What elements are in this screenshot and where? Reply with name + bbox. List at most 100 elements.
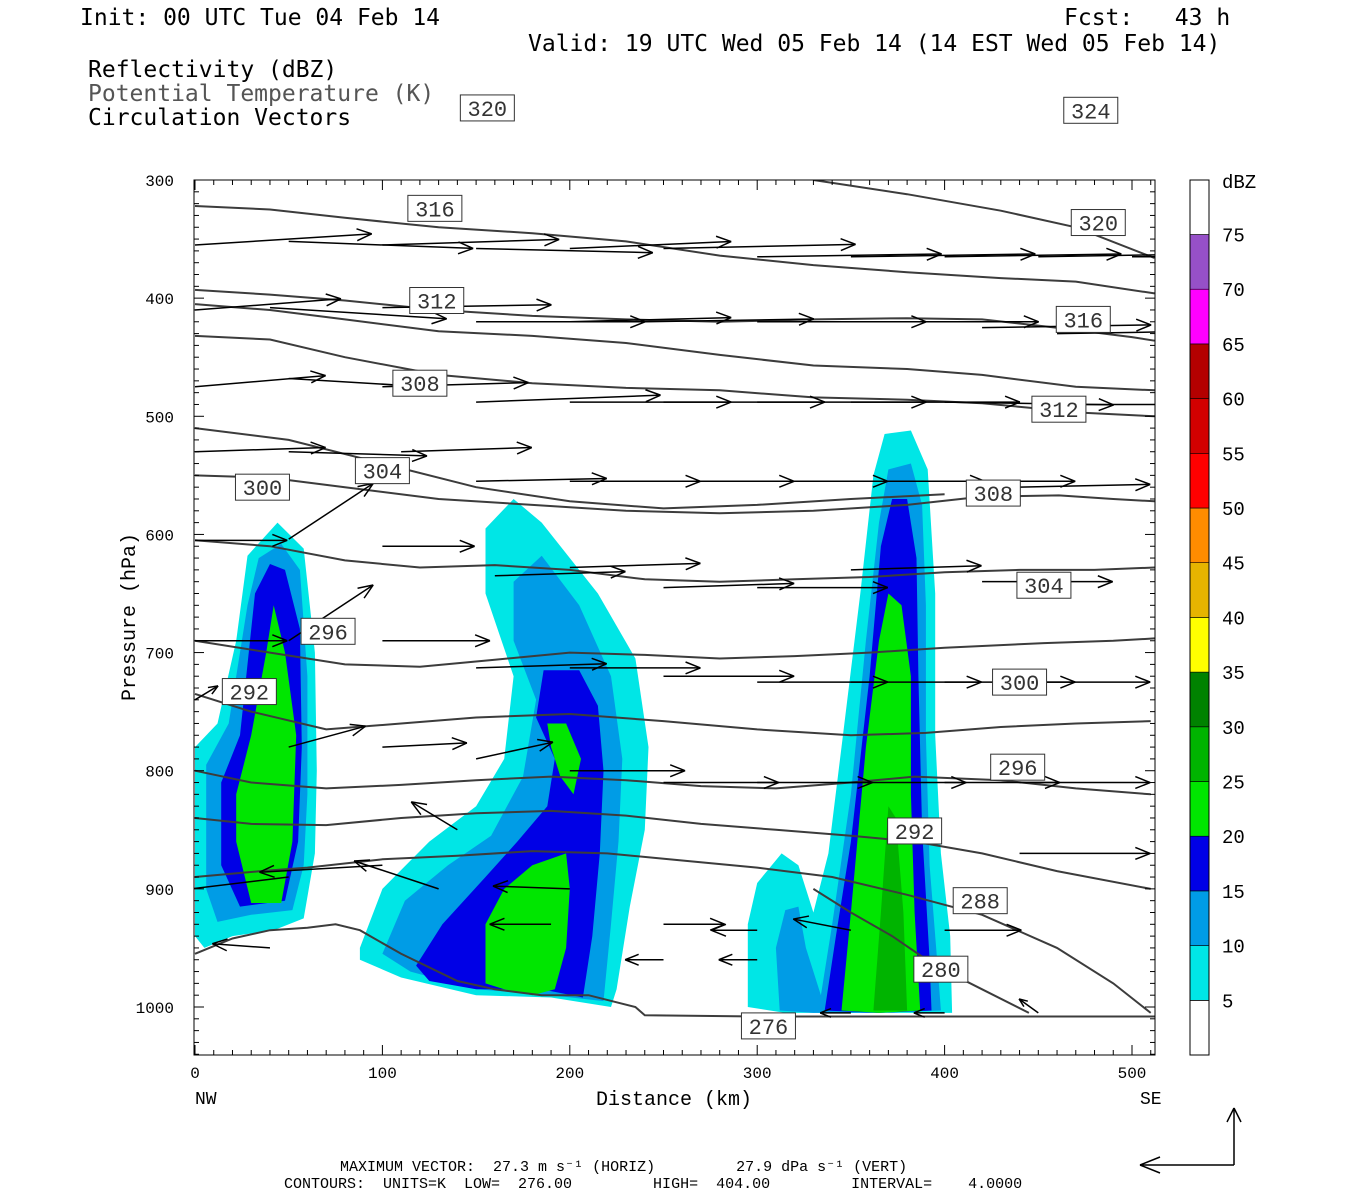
x-tick-label-100: 100: [368, 1065, 397, 1083]
circulation-vector-79: [212, 938, 271, 952]
theta-contour-300-5: [194, 692, 1151, 737]
max-vector-note: MAXIMUM VECTOR: 27.3 m s⁻¹ (HORIZ) 27.9 …: [340, 1159, 908, 1176]
contour-label-304-16: 304: [354, 457, 410, 486]
colorbar-label-65: 65: [1222, 335, 1245, 357]
colorbar-segment-50: [1189, 452, 1210, 509]
svg-text:320: 320: [1078, 213, 1118, 238]
contour-label-312-8: 312: [1031, 395, 1087, 424]
svg-text:316: 316: [415, 198, 455, 223]
colorbar-label-5: 5: [1222, 991, 1233, 1013]
colorbar-segment-35: [1189, 617, 1210, 673]
circulation-vector-62: [382, 737, 468, 751]
circulation-vector-0: [194, 228, 373, 246]
y-tick-label-700: 700: [145, 646, 174, 664]
circulation-vector-81: [489, 917, 552, 931]
reflectivity-cell-1-20dbz: [236, 605, 297, 903]
svg-text:292: 292: [230, 682, 270, 707]
contour-label-280-1: 280: [913, 955, 969, 984]
circulation-vector-84: [819, 1007, 851, 1018]
colorbar-label-10: 10: [1222, 937, 1245, 959]
circulation-vector-48: [850, 559, 982, 573]
contour-label-320-10: 320: [1070, 209, 1126, 238]
circulation-vector-3: [476, 245, 654, 259]
contour-label-296-18: 296: [300, 617, 356, 646]
theta-contour-308-7: [194, 539, 1155, 583]
reflectivity-cell-3-25dbz: [873, 806, 908, 1011]
circulation-vector-82: [624, 953, 664, 966]
x-end-label-se: SE: [1140, 1090, 1162, 1110]
contour-label-320-12: 320: [459, 94, 515, 123]
y-axis-label: Pressure (hPa): [119, 533, 142, 701]
circulation-vector-73: [492, 879, 570, 894]
y-tick-label-500: 500: [145, 409, 174, 427]
svg-text:296: 296: [308, 621, 348, 646]
colorbar-segment-55: [1189, 398, 1210, 454]
circulation-vector-61: [288, 723, 366, 748]
circulation-vector-14: [476, 315, 646, 329]
circulation-vector-77: [944, 923, 1022, 937]
colorbar-segment-45: [1189, 507, 1210, 564]
circulation-vector-70: [194, 876, 289, 890]
x-tick-label-300: 300: [743, 1065, 772, 1083]
colorbar-segment-70: [1189, 234, 1210, 290]
circulation-vector-71: [259, 864, 383, 878]
colorbar-segment-40: [1189, 562, 1210, 618]
contour-label-276-0: 276: [740, 1012, 796, 1041]
field-potential-temperature: Potential Temperature (K): [88, 81, 435, 107]
circulation-vector-72: [410, 801, 458, 831]
circulation-vector-47: [757, 580, 889, 595]
circulation-vector-33: [401, 441, 533, 455]
circulation-vector-75: [710, 923, 758, 937]
reference-vector-icon: [1139, 1107, 1242, 1174]
field-circulation-vectors: Circulation Vectors: [88, 105, 352, 131]
theta-contour-324-13: [813, 180, 1155, 259]
circulation-vector-42: [288, 482, 374, 540]
circulation-vector-43: [382, 539, 475, 553]
circulation-vector-24: [476, 389, 661, 403]
svg-text:276: 276: [749, 1016, 789, 1041]
svg-text:304: 304: [363, 461, 403, 486]
svg-text:292: 292: [895, 821, 935, 846]
colorbar-label-30: 30: [1222, 718, 1245, 740]
circulation-vector-69: [1019, 775, 1151, 790]
x-axis-label: Distance (km): [596, 1089, 752, 1112]
circulation-vector-13: [382, 298, 552, 312]
circulation-vector-54: [569, 661, 701, 675]
colorbar-segment-30: [1189, 671, 1210, 728]
contour-info-note: CONTOURS: UNITS=K LOW= 276.00 HIGH= 404.…: [284, 1176, 1023, 1193]
circulation-vector-37: [757, 474, 889, 488]
colorbar-label-75: 75: [1222, 226, 1245, 248]
circulation-vector-45: [569, 557, 701, 571]
circulation-vector-46: [663, 577, 795, 591]
contour-label-292-19: 292: [221, 678, 277, 707]
svg-text:312: 312: [1039, 399, 1079, 424]
circulation-vector-40: [1019, 478, 1151, 492]
colorbar-label-40: 40: [1222, 608, 1245, 630]
circulation-vector-53: [476, 657, 608, 671]
circulation-vector-10: [1132, 256, 1155, 258]
contour-label-308-15: 308: [392, 369, 448, 398]
svg-text:324: 324: [1071, 100, 1111, 125]
svg-text:280: 280: [921, 959, 961, 984]
colorbar-segment-20: [1189, 781, 1210, 837]
colorbar-segment-15: [1189, 835, 1210, 892]
colorbar-segment-60: [1189, 343, 1210, 399]
svg-text:296: 296: [998, 757, 1038, 782]
colorbar-label-50: 50: [1222, 499, 1245, 521]
colorbar-below-5: [1189, 999, 1210, 1056]
contour-label-296-4: 296: [990, 753, 1046, 782]
contour-label-316-13: 316: [407, 194, 463, 223]
contour-label-300-17: 300: [234, 473, 290, 502]
circulation-vector-52: [382, 634, 491, 648]
theta-contour-292-3: [194, 809, 1151, 890]
circulation-vector-20: [1057, 331, 1155, 335]
reflectivity-cell-2-20dbz: [547, 723, 581, 795]
svg-text:304: 304: [1024, 575, 1064, 600]
y-tick-label-400: 400: [145, 291, 174, 309]
contour-label-308-7: 308: [965, 479, 1021, 508]
circulation-vector-5: [663, 238, 856, 252]
circulation-vector-21: [194, 370, 326, 388]
svg-text:312: 312: [417, 291, 457, 316]
y-tick-label-800: 800: [145, 764, 174, 782]
circulation-vector-76: [792, 915, 852, 931]
